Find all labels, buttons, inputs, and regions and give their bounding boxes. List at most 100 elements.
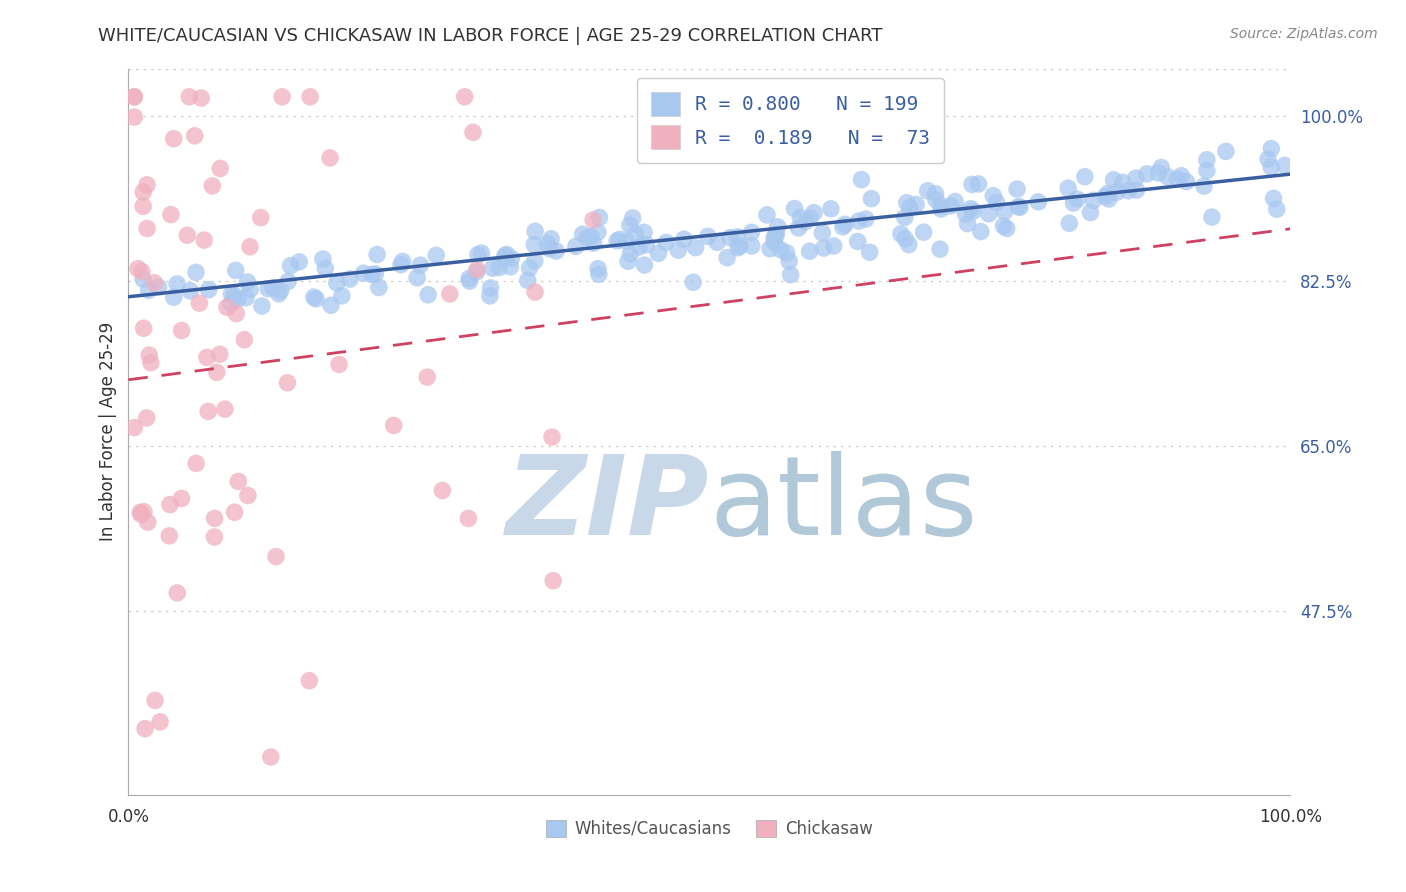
- Point: [197, 283, 219, 297]
- Point: [1175, 175, 1198, 189]
- Point: [277, 275, 299, 289]
- Point: [803, 205, 825, 219]
- Point: [846, 235, 869, 249]
- Point: [831, 219, 853, 234]
- Point: [624, 227, 647, 241]
- Point: [924, 186, 946, 201]
- Point: [132, 199, 155, 213]
- Point: [789, 211, 811, 225]
- Text: atlas: atlas: [709, 450, 977, 558]
- Point: [163, 131, 186, 145]
- Point: [727, 241, 749, 255]
- Point: [176, 228, 198, 243]
- Point: [319, 298, 342, 312]
- Point: [391, 254, 413, 268]
- Point: [929, 242, 952, 256]
- Point: [977, 207, 1000, 221]
- Point: [1195, 163, 1218, 178]
- Point: [494, 249, 516, 263]
- Point: [716, 251, 738, 265]
- Point: [1080, 205, 1102, 219]
- Point: [366, 247, 388, 261]
- Point: [257, 282, 280, 296]
- Point: [193, 233, 215, 247]
- Point: [579, 229, 602, 244]
- Point: [1156, 169, 1178, 184]
- Point: [319, 151, 342, 165]
- Point: [457, 511, 479, 525]
- Point: [160, 208, 183, 222]
- Point: [897, 237, 920, 252]
- Point: [367, 280, 389, 294]
- Point: [582, 236, 605, 251]
- Point: [576, 230, 599, 244]
- Point: [917, 184, 939, 198]
- Point: [432, 483, 454, 498]
- Point: [214, 402, 236, 417]
- Point: [986, 195, 1008, 210]
- Point: [280, 259, 302, 273]
- Point: [260, 750, 283, 764]
- Point: [205, 365, 228, 379]
- Point: [224, 288, 246, 302]
- Point: [617, 254, 640, 268]
- Point: [763, 229, 786, 244]
- Point: [929, 202, 952, 216]
- Point: [541, 430, 564, 444]
- Point: [197, 404, 219, 418]
- Point: [1201, 210, 1223, 224]
- Point: [1094, 189, 1116, 203]
- Point: [820, 202, 842, 216]
- Point: [299, 90, 322, 104]
- Point: [523, 254, 546, 268]
- Point: [1026, 194, 1049, 209]
- Point: [929, 199, 952, 213]
- Point: [195, 351, 218, 365]
- Point: [778, 254, 800, 268]
- Point: [418, 287, 440, 301]
- Point: [759, 242, 782, 256]
- Point: [1125, 183, 1147, 197]
- Point: [860, 192, 883, 206]
- Point: [262, 281, 284, 295]
- Point: [138, 348, 160, 362]
- Point: [755, 208, 778, 222]
- Point: [718, 230, 741, 244]
- Point: [179, 284, 201, 298]
- Point: [416, 370, 439, 384]
- Point: [912, 225, 935, 239]
- Point: [148, 280, 170, 294]
- Point: [524, 224, 547, 238]
- Point: [523, 237, 546, 252]
- Point: [538, 242, 561, 256]
- Point: [139, 356, 162, 370]
- Point: [740, 225, 762, 239]
- Point: [1105, 185, 1128, 199]
- Point: [524, 285, 547, 299]
- Point: [813, 241, 835, 255]
- Point: [956, 217, 979, 231]
- Point: [183, 128, 205, 143]
- Point: [157, 529, 180, 543]
- Point: [488, 260, 510, 275]
- Point: [499, 260, 522, 274]
- Point: [339, 272, 361, 286]
- Point: [170, 324, 193, 338]
- Point: [851, 172, 873, 186]
- Point: [766, 219, 789, 234]
- Point: [621, 211, 644, 225]
- Point: [633, 258, 655, 272]
- Text: WHITE/CAUCASIAN VS CHICKASAW IN LABOR FORCE | AGE 25-29 CORRELATION CHART: WHITE/CAUCASIAN VS CHICKASAW IN LABOR FO…: [98, 27, 883, 45]
- Point: [124, 90, 146, 104]
- Point: [326, 276, 349, 290]
- Point: [1097, 186, 1119, 201]
- Point: [143, 693, 166, 707]
- Point: [993, 204, 1015, 219]
- Point: [360, 268, 382, 282]
- Point: [298, 673, 321, 688]
- Point: [305, 292, 328, 306]
- Point: [685, 241, 707, 255]
- Point: [312, 252, 335, 266]
- Point: [655, 235, 678, 250]
- Point: [226, 475, 249, 489]
